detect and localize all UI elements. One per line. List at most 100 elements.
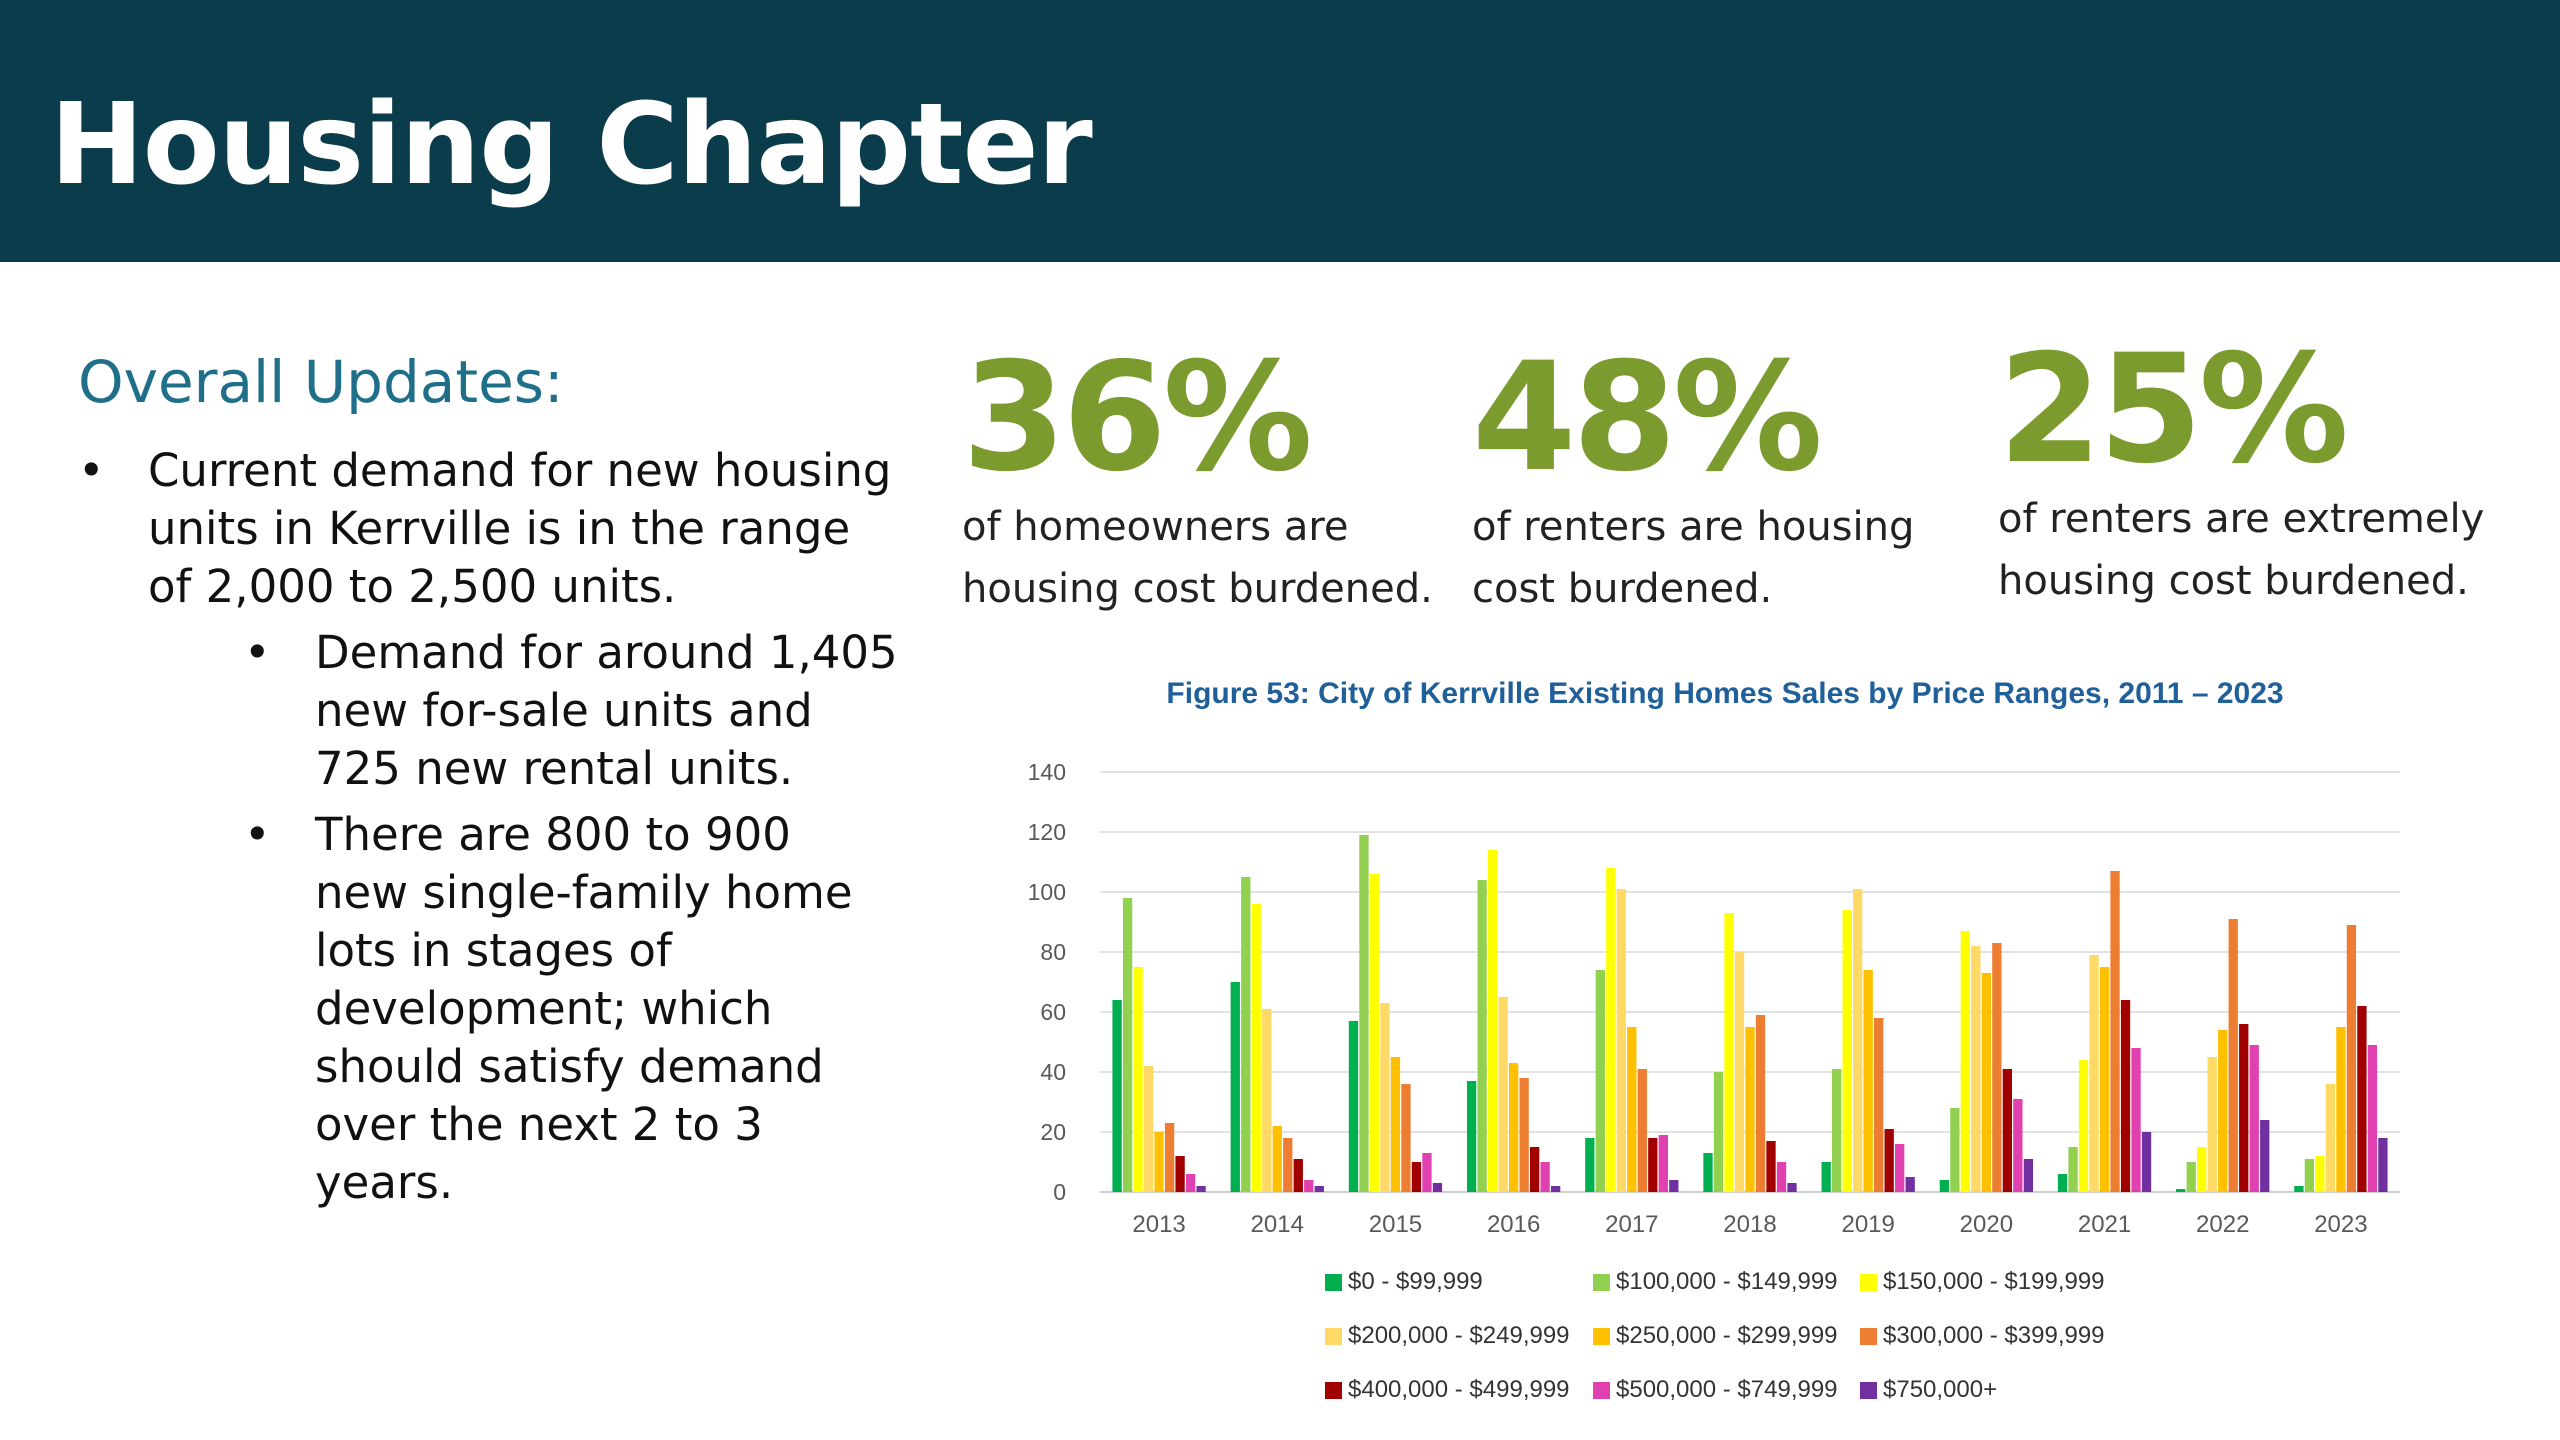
- legend-item: $150,000 - $199,999: [1860, 1268, 2105, 1296]
- legend-item: $100,000 - $149,999: [1593, 1268, 1838, 1296]
- bar: [1787, 1183, 1797, 1192]
- legend-label: $150,000 - $199,999: [1883, 1268, 2105, 1295]
- bar: [1905, 1177, 1915, 1192]
- stat-caption: of homeowners are housing cost burdened.: [962, 504, 1433, 612]
- legend-swatch: [1860, 1274, 1877, 1291]
- legend-swatch: [1860, 1328, 1877, 1345]
- bar: [1272, 1126, 1282, 1192]
- bar: [1842, 910, 1852, 1192]
- header-bar: Housing Chapter: [0, 0, 2560, 262]
- legend-label: $500,000 - $749,999: [1616, 1376, 1838, 1403]
- legend-swatch: [1325, 1328, 1342, 1345]
- bar: [1755, 1015, 1766, 1192]
- bar: [2325, 1084, 2336, 1192]
- x-tick-label: 2021: [2078, 1211, 2131, 1238]
- bar: [1380, 1003, 1390, 1192]
- bar: [1585, 1138, 1595, 1192]
- overall-updates-panel: Overall Updates: • Current demand for ne…: [78, 338, 898, 1212]
- bar: [1648, 1138, 1658, 1192]
- legend-label: $100,000 - $149,999: [1616, 1268, 1838, 1295]
- bar: [1175, 1156, 1185, 1192]
- bar: [1766, 1141, 1776, 1192]
- bar: [2294, 1186, 2304, 1192]
- y-tick-label: 0: [1053, 1179, 1066, 1205]
- bar: [1529, 1147, 1540, 1192]
- bar: [1196, 1186, 1206, 1192]
- bar: [1487, 850, 1498, 1192]
- bar: [1314, 1186, 1324, 1192]
- bar: [1369, 874, 1380, 1192]
- stat-value: 25%: [1998, 323, 2349, 497]
- bar: [1112, 1000, 1122, 1192]
- legend-item: $500,000 - $749,999: [1593, 1376, 1838, 1404]
- list-item: • Current demand for new housing units i…: [78, 442, 898, 1212]
- x-tick-label: 2020: [1960, 1211, 2013, 1238]
- bar: [2260, 1120, 2270, 1192]
- bar: [1359, 835, 1369, 1192]
- list-item: • Demand for around 1,405 new for-sale u…: [148, 624, 898, 798]
- bar: [2023, 1159, 2034, 1192]
- section-heading: Overall Updates:: [78, 348, 564, 416]
- bar: [2249, 1045, 2259, 1192]
- x-tick-label: 2022: [2196, 1211, 2249, 1238]
- bar: [1627, 1027, 1637, 1192]
- x-tick-label: 2013: [1132, 1211, 1185, 1238]
- bar: [2207, 1057, 2217, 1192]
- bar: [1950, 1108, 1960, 1192]
- bar: [1703, 1153, 1713, 1192]
- bar: [1960, 931, 1971, 1192]
- x-tick-label: 2023: [2314, 1211, 2367, 1238]
- bullet-icon: •: [78, 444, 105, 497]
- bar: [1540, 1162, 1550, 1192]
- bar: [1863, 970, 1873, 1192]
- y-tick-label: 40: [1040, 1059, 1066, 1085]
- bar: [2057, 1174, 2068, 1192]
- list-item-text: Demand for around 1,405 new for-sale uni…: [315, 626, 898, 795]
- bar: [1133, 967, 1143, 1192]
- x-tick-label: 2015: [1369, 1211, 1422, 1238]
- bar: [1519, 1078, 1529, 1192]
- bullet-icon: •: [244, 626, 271, 679]
- page-title: Housing Chapter: [50, 80, 1093, 210]
- legend-item: $200,000 - $249,999: [1325, 1322, 1570, 1350]
- y-tick-label: 100: [1028, 879, 1066, 905]
- bar: [1401, 1084, 1411, 1192]
- bar: [1122, 898, 1133, 1192]
- y-tick-label: 120: [1028, 819, 1066, 845]
- bar: [2110, 871, 2120, 1192]
- legend-item: $250,000 - $299,999: [1593, 1322, 1838, 1350]
- bar: [1550, 1186, 1561, 1192]
- bar: [1895, 1144, 1905, 1192]
- legend-swatch: [1325, 1274, 1342, 1291]
- x-tick-label: 2018: [1723, 1211, 1776, 1238]
- bar: [1669, 1180, 1679, 1192]
- chart-title: Figure 53: City of Kerrville Existing Ho…: [1166, 677, 2284, 710]
- legend-label: $300,000 - $399,999: [1883, 1322, 2105, 1349]
- bar: [2013, 1099, 2023, 1192]
- bar: [1241, 877, 1251, 1192]
- bar: [2239, 1024, 2249, 1192]
- stat-renters-burdened: 48% of renters are housing cost burdened…: [1472, 328, 1932, 620]
- sub-list: • Demand for around 1,405 new for-sale u…: [148, 624, 898, 1212]
- bar: [1508, 1063, 1519, 1192]
- list-item-text: There are 800 to 900 new single-family h…: [315, 808, 853, 1209]
- bar: [1776, 1162, 1787, 1192]
- bar: [1143, 1066, 1154, 1192]
- bar: [1658, 1135, 1668, 1192]
- bar: [2120, 1000, 2131, 1192]
- stat-value: 36%: [962, 331, 1313, 505]
- bar: [1477, 880, 1487, 1192]
- bar: [2378, 1138, 2388, 1192]
- bar: [1616, 889, 1626, 1192]
- bar: [1637, 1069, 1647, 1192]
- bullet-icon: •: [244, 808, 271, 861]
- legend-swatch: [1593, 1382, 1610, 1399]
- bar: [1724, 913, 1734, 1192]
- legend-item: $0 - $99,999: [1325, 1268, 1483, 1296]
- legend-label: $0 - $99,999: [1348, 1268, 1483, 1295]
- bar: [2197, 1147, 2207, 1192]
- x-tick-label: 2017: [1605, 1211, 1658, 1238]
- bar: [2099, 967, 2110, 1192]
- bar: [2186, 1162, 2196, 1192]
- bar: [2176, 1189, 2186, 1192]
